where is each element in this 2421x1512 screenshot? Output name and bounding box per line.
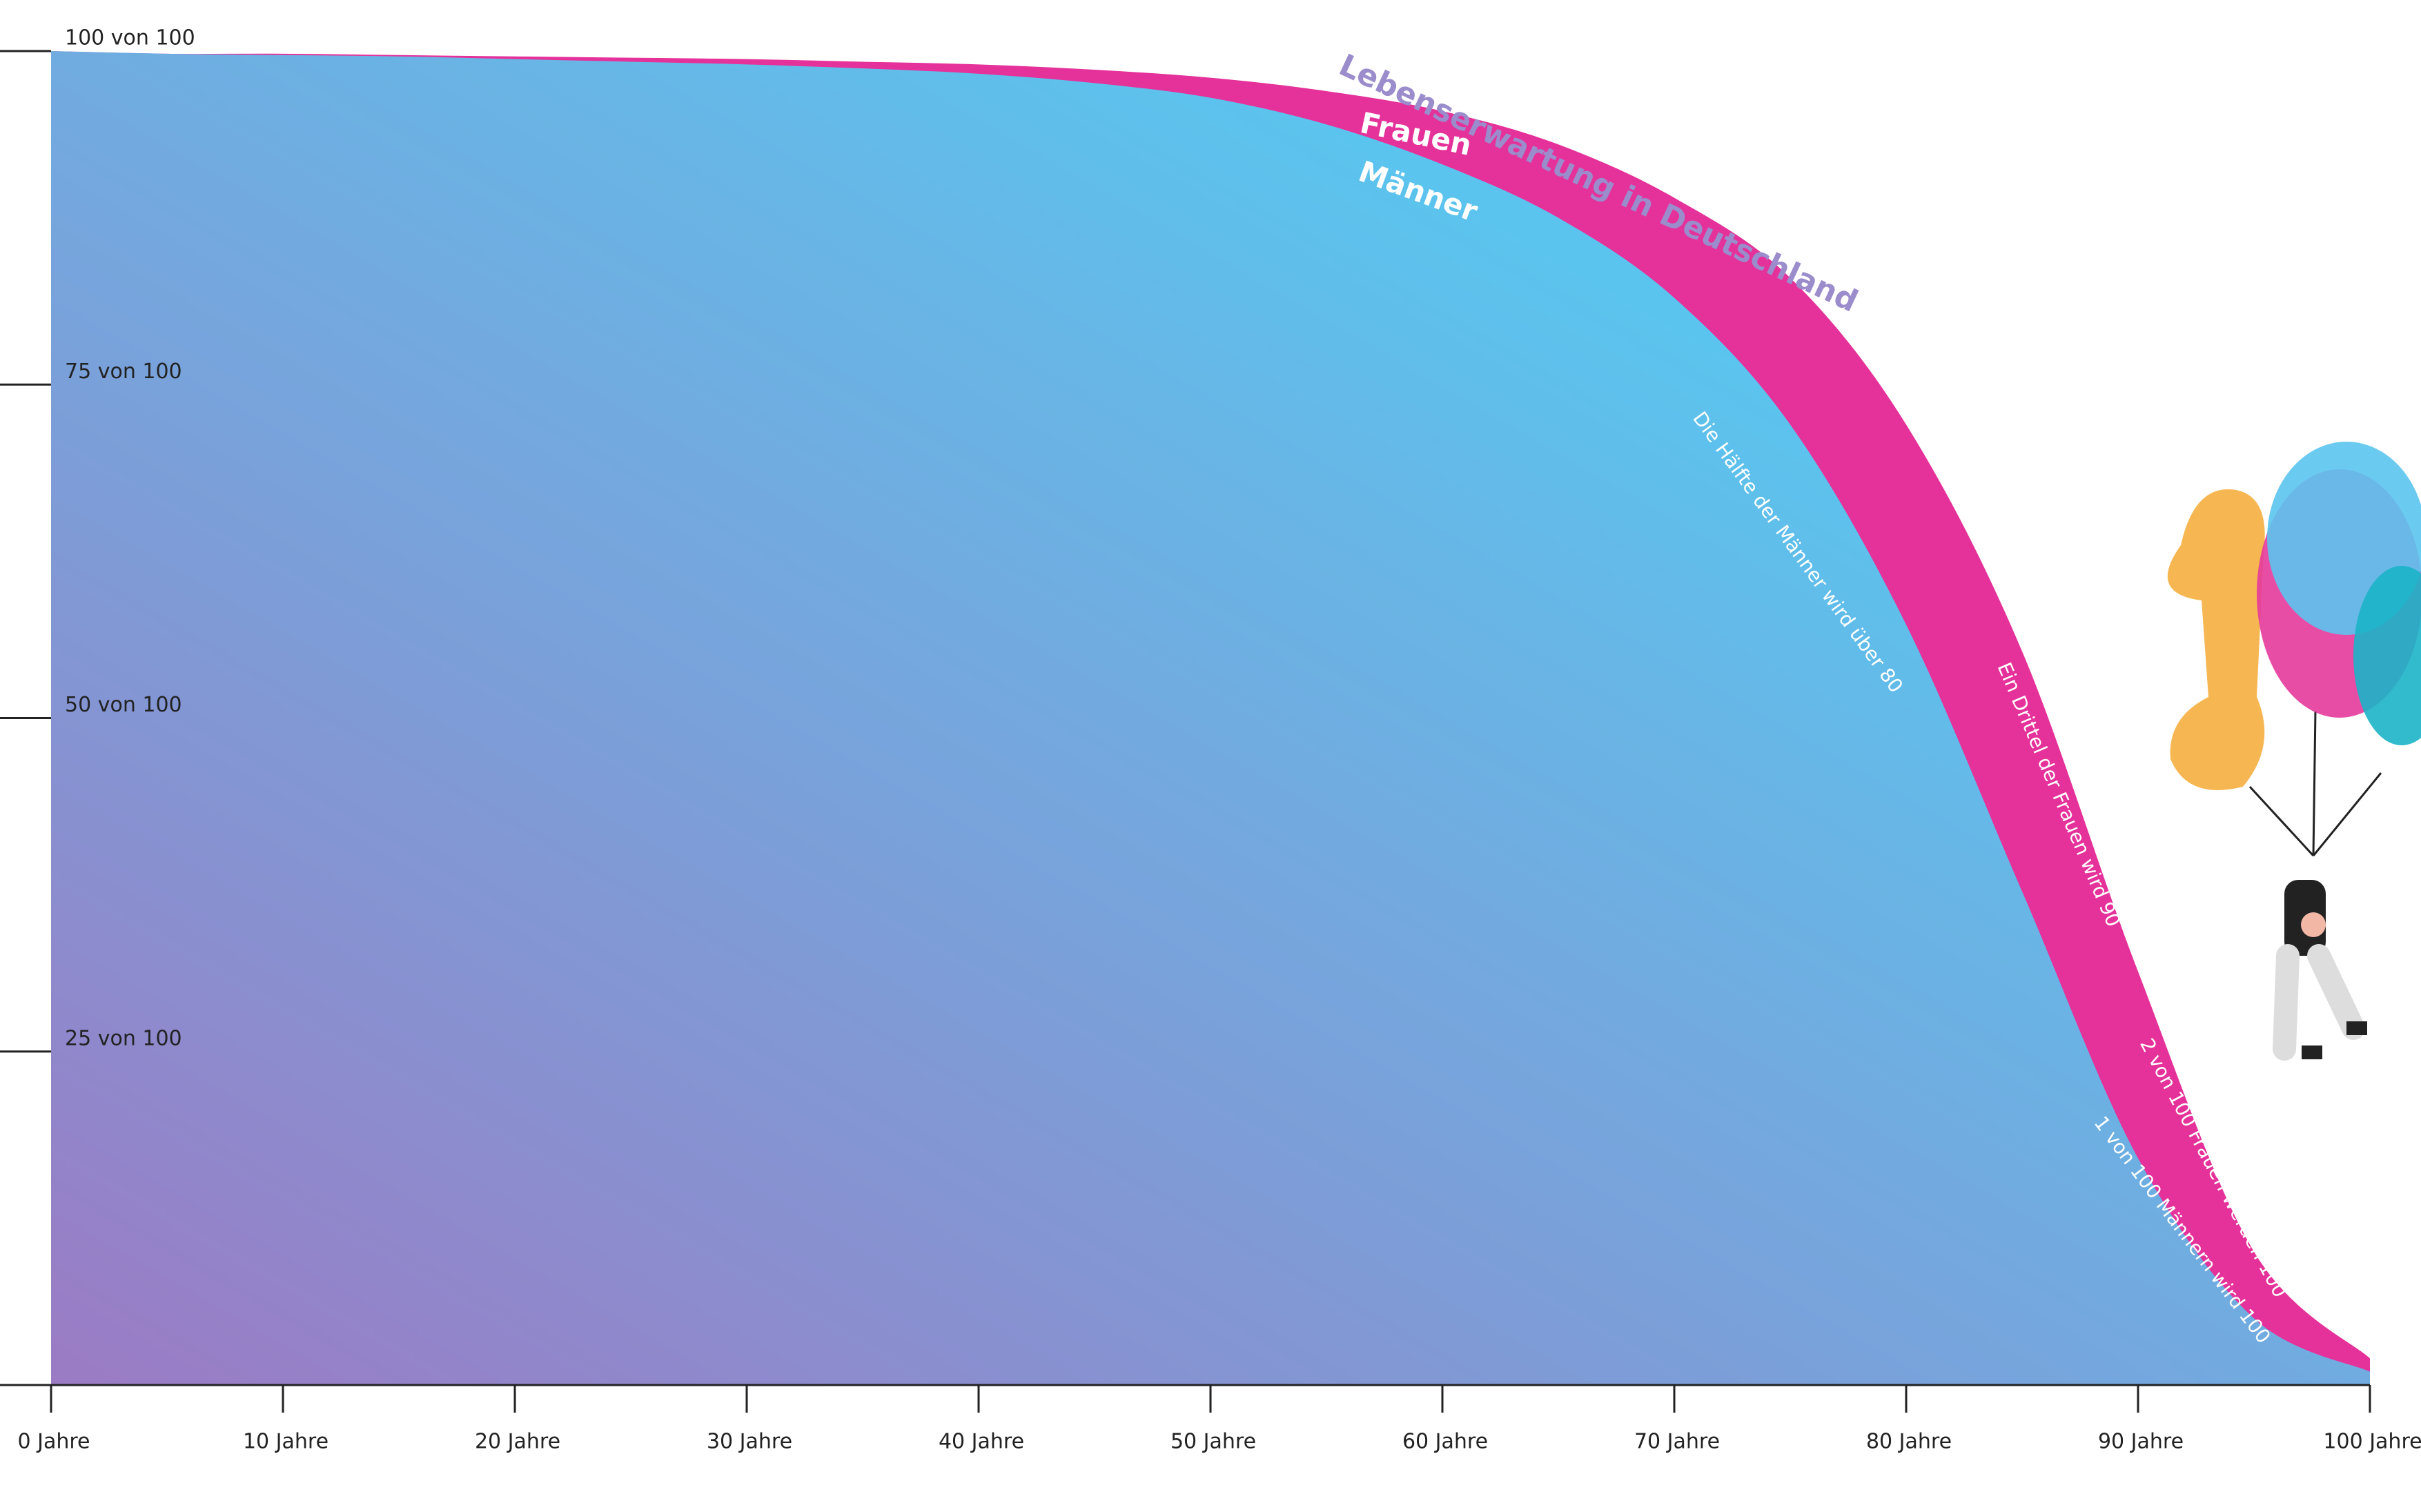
y-tick-label: 50 von 100: [65, 693, 182, 717]
plot-area: [51, 51, 2370, 1385]
y-tick-label: 75 von 100: [65, 360, 182, 384]
y-tick-label: 25 von 100: [65, 1026, 182, 1050]
x-tick-label: 60 Jahre: [1402, 1430, 1488, 1454]
area: [51, 51, 2370, 1385]
x-tick-label: 40 Jahre: [939, 1430, 1024, 1454]
x-tick-label: 100 Jahre: [2323, 1430, 2421, 1454]
x-tick-label: 0 Jahre: [18, 1430, 90, 1454]
x-tick-label: 90 Jahre: [2098, 1430, 2184, 1454]
x-tick-label: 70 Jahre: [1634, 1430, 1720, 1454]
x-tick-label: 20 Jahre: [475, 1430, 560, 1454]
x-tick-label: 50 Jahre: [1170, 1430, 1256, 1454]
y-tick-label: 100 von 100: [65, 26, 195, 50]
balloon-illustration: [2167, 442, 2421, 1061]
x-tick-label: 30 Jahre: [707, 1430, 792, 1454]
x-tick-label: 10 Jahre: [243, 1430, 329, 1454]
axes: 25 von 100 50 von 100 75 von 100 100 von 10…: [0, 26, 2421, 1454]
x-tick-label: 80 Jahre: [1866, 1430, 1952, 1454]
